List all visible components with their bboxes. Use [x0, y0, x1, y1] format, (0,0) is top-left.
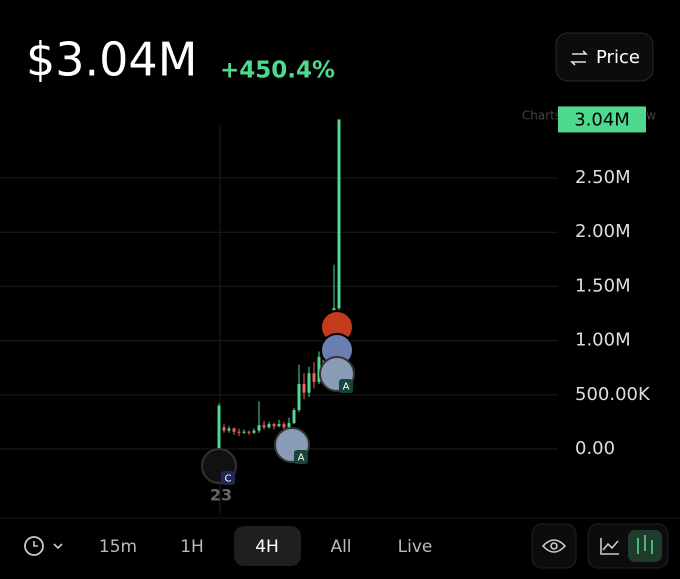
candle-body [222, 427, 226, 431]
chart: 0.00 500.00K 1.00M 1.50M 2.00M 2.50M 3.04M C23 A… [0, 106, 651, 505]
badge: A [343, 382, 350, 393]
price: $3.04M [26, 33, 197, 87]
candle-body [277, 424, 281, 427]
candle-body [317, 356, 321, 382]
clock-hands [33, 541, 63, 550]
candle-body [217, 405, 221, 450]
candle-body [237, 431, 241, 433]
candle-body [242, 431, 246, 433]
candle-body [257, 425, 261, 431]
button-bg [531, 523, 577, 569]
clock-icon [24, 536, 44, 556]
selected-bg [234, 526, 301, 566]
eye-icon [541, 539, 567, 553]
candle-body [337, 119, 341, 309]
toolbar: 15m 1H 4H All Live [99, 537, 432, 557]
candle-icon [637, 535, 653, 554]
badge: C [225, 474, 232, 485]
interval[interactable]: Live [398, 537, 433, 557]
price-button[interactable]: Price [555, 32, 654, 82]
last-price-label: 3.04M [574, 109, 630, 130]
clock-button[interactable] [24, 536, 63, 556]
candle-body [252, 430, 256, 433]
candle-body [272, 424, 276, 427]
swap-icon [570, 50, 588, 66]
line-mode[interactable] [600, 538, 619, 555]
last-price-bg [558, 106, 646, 133]
y-tick-label: 500.00K [575, 384, 651, 405]
y-tick-label: 2.00M [575, 221, 631, 242]
interval[interactable]: 15m [99, 537, 137, 557]
y-tick-label: 2.50M [575, 167, 631, 188]
candle-body [297, 383, 301, 411]
y-tick-label: 0.00 [575, 438, 615, 459]
candle-body [232, 428, 236, 432]
candle-body [282, 424, 286, 428]
candle-body [307, 373, 311, 393]
candle-body [287, 423, 291, 428]
candle-body [292, 410, 296, 424]
badge-bg [339, 379, 353, 393]
candle-body [227, 428, 231, 431]
eye-button[interactable] [531, 523, 577, 569]
badge-bg [294, 450, 308, 464]
candle-body [262, 425, 266, 428]
button-label: Price [596, 47, 640, 68]
marker-count: 23 [210, 486, 232, 505]
candle-body [312, 373, 316, 382]
candle-body [302, 383, 306, 393]
change: +450.4% [220, 58, 335, 84]
candle-body [267, 424, 271, 428]
eye-pupil [550, 542, 558, 550]
badge: A [298, 453, 305, 464]
interval[interactable]: 1H [180, 537, 204, 557]
badge-bg [221, 471, 235, 485]
y-tick-label: 1.50M [575, 275, 631, 296]
candle-body [247, 431, 251, 433]
interval[interactable]: 4H [255, 537, 279, 557]
button-bg [555, 32, 654, 82]
y-tick-label: 1.00M [575, 330, 631, 351]
interval[interactable]: All [330, 537, 351, 557]
